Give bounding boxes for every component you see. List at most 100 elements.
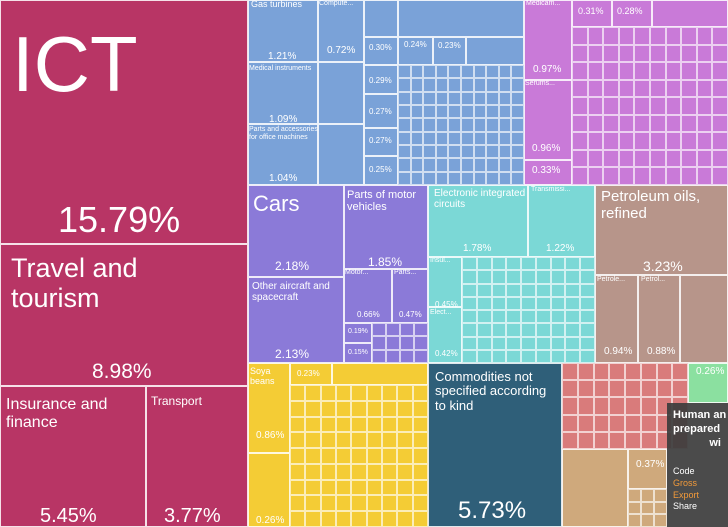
- small-tile[interactable]: [712, 27, 728, 45]
- small-tile[interactable]: [618, 167, 635, 185]
- small-tile[interactable]: [290, 416, 306, 433]
- small-tile[interactable]: [305, 416, 321, 433]
- small-tile[interactable]: [634, 79, 650, 98]
- small-tile[interactable]: [461, 145, 474, 159]
- small-tile[interactable]: [476, 257, 492, 271]
- small-tile[interactable]: [665, 114, 682, 133]
- small-tile[interactable]: [572, 97, 588, 115]
- small-tile[interactable]: [473, 78, 487, 92]
- small-tile[interactable]: [414, 323, 428, 337]
- small-tile[interactable]: [366, 400, 382, 417]
- small-tile[interactable]: [696, 97, 713, 115]
- small-tile[interactable]: [498, 131, 512, 145]
- small-tile[interactable]: [320, 463, 336, 480]
- small-tile[interactable]: [382, 511, 398, 527]
- small-tile[interactable]: [580, 270, 595, 284]
- small-tile[interactable]: [656, 380, 673, 398]
- small-tile[interactable]: [577, 363, 594, 381]
- small-tile[interactable]: [435, 78, 449, 92]
- small-tile[interactable]: [696, 79, 713, 98]
- small-tile[interactable]: [681, 132, 697, 150]
- small-tile[interactable]: [593, 397, 610, 415]
- small-tile[interactable]: [423, 105, 436, 119]
- small-tile[interactable]: [618, 79, 635, 98]
- small-tile[interactable]: [382, 448, 398, 464]
- small-tile[interactable]: [672, 363, 688, 381]
- tile-machine[interactable]: [364, 94, 398, 128]
- tile-transmission[interactable]: [528, 185, 595, 257]
- small-tile[interactable]: [593, 414, 610, 432]
- small-tile[interactable]: [650, 167, 666, 185]
- tile-cars[interactable]: [248, 185, 344, 277]
- tile-transport[interactable]: [146, 386, 248, 527]
- small-tile[interactable]: [473, 118, 487, 132]
- small-tile[interactable]: [562, 380, 578, 398]
- small-tile[interactable]: [650, 79, 666, 98]
- tile-animal[interactable]: [688, 363, 728, 403]
- small-tile[interactable]: [634, 62, 650, 80]
- small-tile[interactable]: [521, 283, 536, 297]
- small-tile[interactable]: [498, 78, 512, 92]
- small-tile[interactable]: [435, 171, 449, 185]
- small-tile[interactable]: [650, 44, 666, 63]
- tile-parts[interactable]: [392, 269, 428, 323]
- small-tile[interactable]: [712, 132, 728, 150]
- small-tile[interactable]: [351, 448, 367, 464]
- small-tile[interactable]: [448, 118, 461, 132]
- small-tile[interactable]: [410, 131, 424, 145]
- tile-machine[interactable]: [364, 156, 398, 185]
- small-tile[interactable]: [681, 149, 697, 168]
- small-tile[interactable]: [550, 296, 566, 310]
- small-tile[interactable]: [565, 323, 581, 337]
- small-tile[interactable]: [609, 431, 625, 449]
- small-tile[interactable]: [535, 296, 551, 310]
- small-tile[interactable]: [423, 171, 436, 185]
- small-tile[interactable]: [382, 479, 398, 496]
- small-tile[interactable]: [414, 336, 428, 350]
- small-tile[interactable]: [435, 65, 449, 79]
- small-tile[interactable]: [641, 514, 654, 527]
- small-tile[interactable]: [712, 149, 728, 168]
- small-tile[interactable]: [336, 448, 352, 464]
- small-tile[interactable]: [435, 118, 449, 132]
- small-tile[interactable]: [506, 323, 522, 337]
- small-tile[interactable]: [550, 349, 566, 363]
- small-tile[interactable]: [618, 149, 635, 168]
- small-tile[interactable]: [498, 158, 512, 172]
- small-tile[interactable]: [696, 167, 713, 185]
- tile-transportation[interactable]: [344, 343, 372, 363]
- tile-petrol[interactable]: [638, 275, 680, 363]
- tile-machine[interactable]: [433, 37, 466, 65]
- small-tile[interactable]: [603, 97, 619, 115]
- small-tile[interactable]: [572, 132, 588, 150]
- small-tile[interactable]: [521, 349, 536, 363]
- tile-chemical[interactable]: [524, 160, 572, 185]
- small-tile[interactable]: [462, 270, 477, 284]
- small-tile[interactable]: [366, 463, 382, 480]
- small-tile[interactable]: [382, 463, 398, 480]
- small-tile[interactable]: [609, 397, 625, 415]
- small-tile[interactable]: [486, 131, 499, 145]
- small-tile[interactable]: [423, 145, 436, 159]
- small-tile[interactable]: [625, 431, 641, 449]
- small-tile[interactable]: [320, 495, 336, 512]
- small-tile[interactable]: [435, 105, 449, 119]
- tile-machine[interactable]: [398, 0, 524, 37]
- small-tile[interactable]: [448, 171, 461, 185]
- small-tile[interactable]: [473, 105, 487, 119]
- small-tile[interactable]: [462, 257, 477, 271]
- tile-parts-office-machines[interactable]: [248, 124, 318, 185]
- small-tile[interactable]: [410, 78, 424, 92]
- small-tile[interactable]: [448, 158, 461, 172]
- small-tile[interactable]: [521, 257, 536, 271]
- small-tile[interactable]: [397, 495, 413, 512]
- small-tile[interactable]: [641, 489, 654, 502]
- small-tile[interactable]: [336, 432, 352, 449]
- small-tile[interactable]: [650, 132, 666, 150]
- small-tile[interactable]: [593, 431, 610, 449]
- small-tile[interactable]: [351, 416, 367, 433]
- small-tile[interactable]: [535, 349, 551, 363]
- small-tile[interactable]: [448, 65, 461, 79]
- small-tile[interactable]: [565, 296, 581, 310]
- small-tile[interactable]: [712, 167, 728, 185]
